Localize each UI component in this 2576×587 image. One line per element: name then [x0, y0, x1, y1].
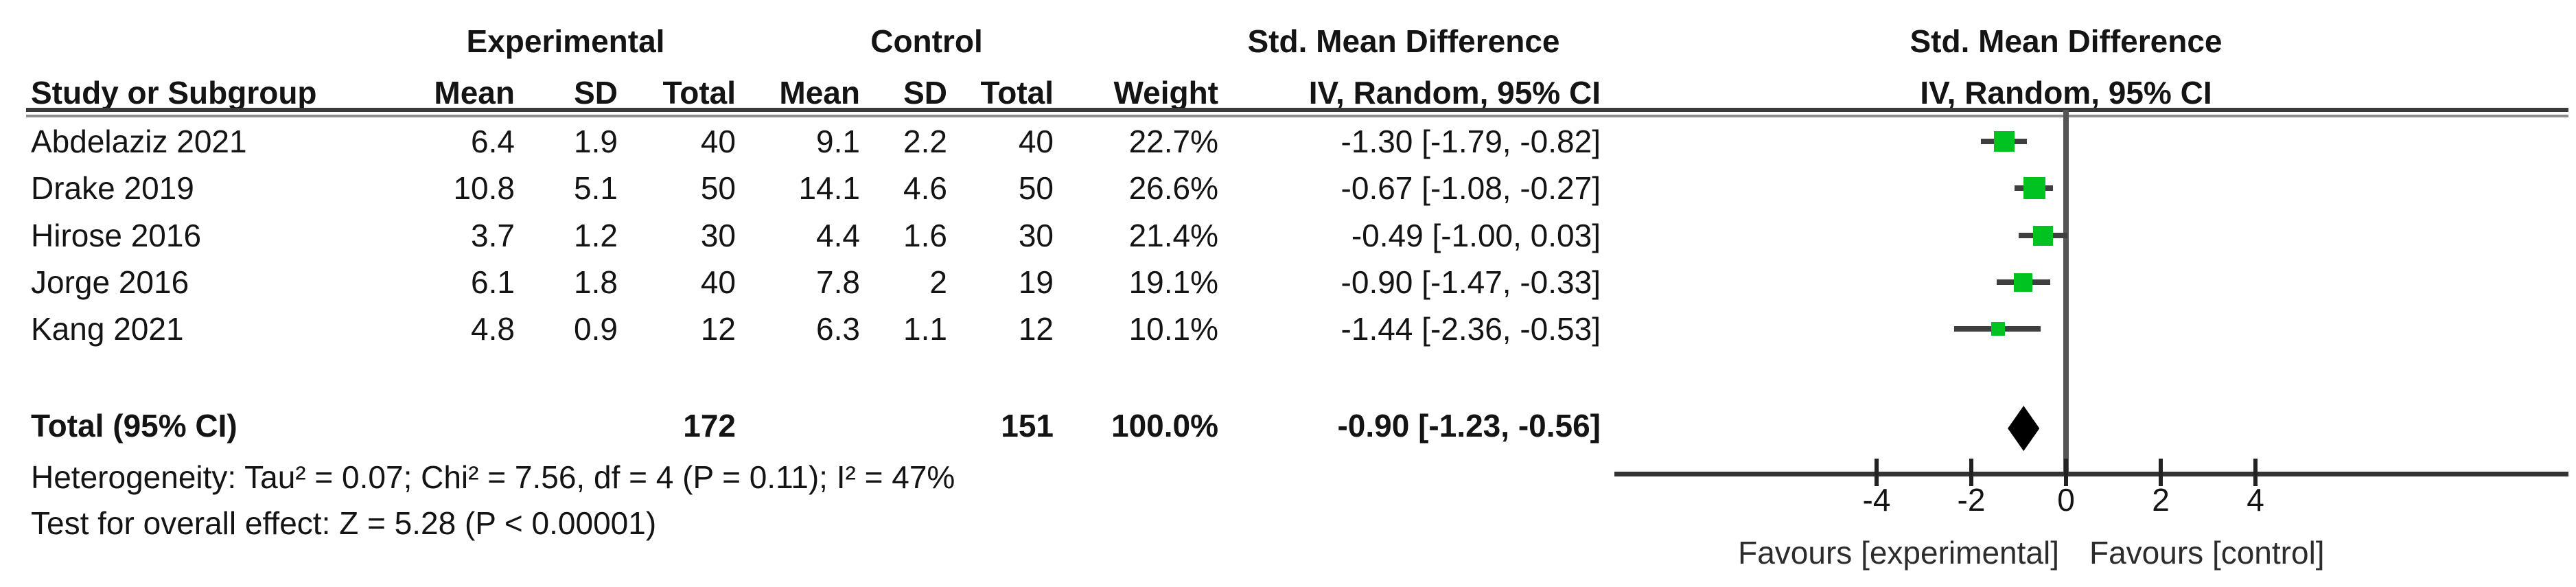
total-exp: 50: [700, 170, 736, 206]
total-ctl: 19: [1018, 264, 1054, 300]
ci-value: -0.90 [-1.47, -0.33]: [1341, 264, 1601, 300]
sd-ctl-header: SD: [903, 75, 947, 111]
smd-column-header: Std. Mean Difference: [1247, 23, 1560, 59]
axis-tick-label: -4: [1862, 482, 1891, 518]
effect-size-square: [2023, 177, 2045, 199]
total-row: Total (95% CI) 172 151 100.0% -0.90 [-1.…: [0, 406, 2576, 445]
sd-exp: 1.2: [574, 218, 618, 253]
axis-tick-label: 4: [2247, 482, 2264, 518]
study-name: Jorge 2016: [31, 264, 189, 300]
mean-exp-header: Mean: [434, 75, 515, 111]
effect-size-square: [1994, 131, 2015, 152]
weight-value: 21.4%: [1128, 218, 1218, 253]
header-separator-shadow: [26, 115, 2568, 117]
zero-reference-line: [2063, 110, 2069, 476]
table-row: Abdelaziz 2021 6.4 1.9 40 9.1 2.2 40 22.…: [0, 122, 2576, 161]
total-ctl: 12: [1018, 311, 1054, 347]
sd-exp: 5.1: [574, 170, 618, 206]
experimental-group-header: Experimental: [466, 23, 665, 59]
total-exp: 40: [700, 264, 736, 300]
total-exp: 40: [700, 124, 736, 159]
axis-tick: [2159, 459, 2163, 486]
table-row: Jorge 2016 6.1 1.8 40 7.8 2 19 19.1% -0.…: [0, 263, 2576, 301]
ci-column-header: IV, Random, 95% CI: [1308, 75, 1601, 111]
mean-ctl: 9.1: [816, 124, 860, 159]
ci-value: -0.49 [-1.00, 0.03]: [1351, 218, 1601, 253]
mean-exp: 3.7: [471, 218, 515, 253]
total-ctl: 40: [1018, 124, 1054, 159]
total-exp-header: Total: [662, 75, 736, 111]
total-n-ctl: 151: [1001, 408, 1054, 444]
mean-ctl: 6.3: [816, 311, 860, 347]
sd-ctl: 4.6: [903, 170, 947, 206]
axis-tick: [1875, 459, 1879, 486]
weight-header: Weight: [1113, 75, 1218, 111]
overall-effect-row: Test for overall effect: Z = 5.28 (P < 0…: [0, 504, 2576, 542]
effect-size-square: [2014, 273, 2033, 292]
sd-exp: 0.9: [574, 311, 618, 347]
mean-exp: 4.8: [471, 311, 515, 347]
axis-tick: [2064, 459, 2068, 486]
control-group-header: Control: [870, 23, 983, 59]
study-name: Abdelaziz 2021: [31, 124, 247, 159]
study-name: Kang 2021: [31, 311, 184, 347]
mean-exp: 6.4: [471, 124, 515, 159]
axis-tick-label: -2: [1957, 482, 1986, 518]
weight-value: 10.1%: [1128, 311, 1218, 347]
weight-value: 26.6%: [1128, 170, 1218, 206]
sd-ctl: 1.1: [903, 311, 947, 347]
mean-ctl: 14.1: [798, 170, 860, 206]
axis-tick: [2253, 459, 2258, 486]
heterogeneity-row: Heterogeneity: Tau² = 0.07; Chi² = 7.56,…: [0, 458, 2576, 496]
ci-value: -1.44 [-2.36, -0.53]: [1341, 311, 1601, 347]
mean-exp: 6.1: [471, 264, 515, 300]
total-n-exp: 172: [683, 408, 736, 444]
mean-ctl: 7.8: [816, 264, 860, 300]
ci-value: -0.67 [-1.08, -0.27]: [1341, 170, 1601, 206]
sd-exp: 1.9: [574, 124, 618, 159]
ci-value: -1.30 [-1.79, -0.82]: [1341, 124, 1601, 159]
total-weight: 100.0%: [1111, 408, 1218, 444]
axis-tick-label: 2: [2152, 482, 2170, 518]
sd-ctl: 2.2: [903, 124, 947, 159]
weight-value: 19.1%: [1128, 264, 1218, 300]
total-exp: 12: [700, 311, 736, 347]
sd-ctl: 2: [929, 264, 947, 300]
sd-exp-header: SD: [574, 75, 618, 111]
group-header-row: Experimental Control Std. Mean Differenc…: [0, 22, 2576, 60]
smd-plot-header: Std. Mean Difference: [1910, 23, 2223, 59]
total-exp: 30: [700, 218, 736, 253]
sd-exp: 1.8: [574, 264, 618, 300]
x-axis-line: [1614, 472, 2568, 476]
table-row: Hirose 2016 3.7 1.2 30 4.4 1.6 30 21.4% …: [0, 216, 2576, 255]
study-name: Drake 2019: [31, 170, 194, 206]
ci-plot-header: IV, Random, 95% CI: [1920, 75, 2212, 111]
heterogeneity-text: Heterogeneity: Tau² = 0.07; Chi² = 7.56,…: [31, 459, 955, 495]
total-ctl: 50: [1018, 170, 1054, 206]
favours-left-label: Favours [experimental]: [1738, 535, 2059, 571]
mean-ctl-header: Mean: [779, 75, 860, 111]
axis-tick: [1969, 459, 1973, 486]
weight-value: 22.7%: [1128, 124, 1218, 159]
effect-size-square: [1991, 322, 2005, 336]
study-name: Hirose 2016: [31, 218, 202, 253]
mean-exp: 10.8: [453, 170, 515, 206]
column-header-row: Study or Subgroup Mean SD Total Mean SD …: [0, 73, 2576, 112]
sd-ctl: 1.6: [903, 218, 947, 253]
header-separator-line: [26, 108, 2568, 112]
favours-right-label: Favours [control]: [2089, 535, 2325, 571]
total-ctl: 30: [1018, 218, 1054, 253]
mean-ctl: 4.4: [816, 218, 860, 253]
total-label: Total (95% CI): [31, 408, 237, 444]
axis-tick-label: 0: [2057, 482, 2075, 518]
effect-size-square: [2032, 225, 2053, 246]
total-ctl-header: Total: [980, 75, 1054, 111]
table-row: Drake 2019 10.8 5.1 50 14.1 4.6 50 26.6%…: [0, 169, 2576, 207]
total-ci-value: -0.90 [-1.23, -0.56]: [1337, 408, 1601, 444]
overall-effect-text: Test for overall effect: Z = 5.28 (P < 0…: [31, 505, 657, 541]
table-row: Kang 2021 4.8 0.9 12 6.3 1.1 12 10.1% -1…: [0, 310, 2576, 348]
study-column-header: Study or Subgroup: [31, 75, 317, 111]
